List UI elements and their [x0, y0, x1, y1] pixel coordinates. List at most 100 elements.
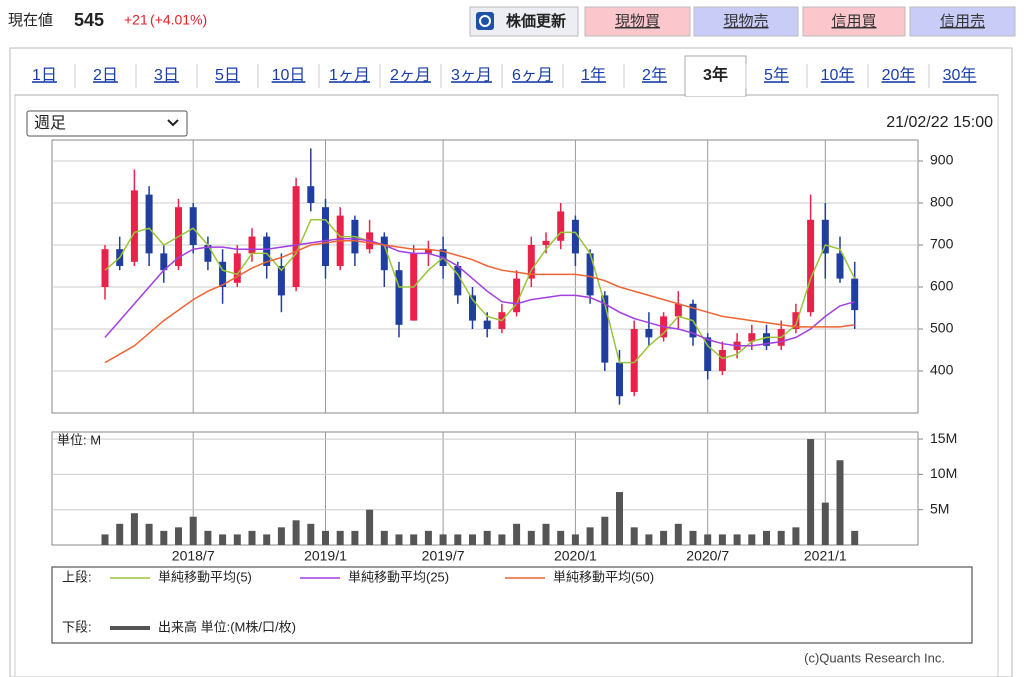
refresh-icon-ring: [479, 15, 491, 27]
volume-bar: [366, 509, 374, 545]
tab[interactable]: 30年: [943, 66, 977, 84]
volume-bar: [763, 530, 770, 545]
candle-body: [586, 253, 594, 296]
tab[interactable]: 10年: [821, 66, 855, 84]
volume-bar: [307, 523, 315, 545]
volume-bar: [718, 534, 726, 545]
tab[interactable]: 1日: [32, 67, 57, 84]
legend-entry: 出来高 単位:(M株/口/枚): [158, 619, 296, 634]
candle-body: [718, 350, 726, 371]
y-tick-label: 800: [930, 194, 954, 210]
button[interactable]: [693, 6, 799, 37]
tab[interactable]: 5年: [764, 66, 789, 84]
button-label[interactable]: 信用買: [831, 13, 876, 30]
legend-entry: 単純移動平均(50): [553, 569, 654, 584]
candle-body: [616, 362, 623, 397]
candle-body: [469, 295, 476, 321]
tab[interactable]: 3ヶ月: [451, 67, 492, 84]
volume-bar: [322, 530, 329, 545]
volume-bar: [424, 530, 432, 545]
button-label[interactable]: 現物買: [615, 13, 660, 30]
price: 545: [74, 10, 104, 30]
volume-bar: [336, 530, 344, 545]
volume-bar: [748, 534, 756, 545]
tab[interactable]: 2年: [642, 66, 667, 84]
volume-bar: [498, 534, 506, 545]
button-label[interactable]: 株価更新: [506, 12, 566, 30]
tab[interactable]: 6ヶ月: [512, 67, 553, 84]
volume-bar: [674, 523, 682, 545]
volume-unit: 単位: M: [57, 432, 101, 447]
copyright: (c)Quants Research Inc.: [804, 650, 945, 665]
candle-body: [748, 333, 756, 342]
volume-bar: [792, 527, 800, 545]
y-tick-label: 10M: [930, 465, 957, 481]
candle-body: [130, 190, 138, 262]
y-tick-label: 400: [930, 362, 954, 378]
candle-body: [277, 266, 285, 296]
volume-bar: [439, 534, 447, 545]
moving-average-line: [104, 219, 856, 364]
tab[interactable]: 2日: [93, 67, 118, 84]
volume-bar: [601, 516, 609, 545]
change-pct: (+4.01%): [150, 12, 207, 28]
volume-bar: [292, 520, 300, 545]
active-tab[interactable]: [684, 55, 747, 97]
tab[interactable]: 3日: [154, 67, 179, 84]
moving-average-line: [104, 240, 855, 364]
tab[interactable]: 3年: [703, 65, 728, 84]
candle-body: [513, 278, 521, 313]
volume-bar: [689, 530, 697, 545]
candle-body: [204, 245, 212, 262]
candle-body: [645, 329, 653, 338]
volume-bar: [527, 530, 535, 545]
volume-bar: [380, 530, 388, 545]
x-tick-label: 2019/7: [422, 548, 465, 564]
y-tick-label: 900: [930, 152, 954, 168]
volume-bar: [395, 534, 403, 545]
volume-bar: [248, 530, 256, 545]
tab[interactable]: 10日: [272, 67, 306, 84]
dropdown[interactable]: [26, 110, 188, 137]
button-label[interactable]: 現物売: [723, 13, 768, 30]
candle-body: [851, 278, 859, 311]
candle-body: [219, 261, 227, 287]
volume-bar: [160, 530, 168, 545]
candle-body: [527, 245, 535, 279]
volume-bar: [616, 492, 623, 545]
candle-body: [763, 333, 770, 346]
button[interactable]: [802, 6, 906, 37]
tab[interactable]: 5日: [215, 67, 240, 84]
candle-body: [292, 186, 300, 287]
tab[interactable]: 1年: [581, 66, 606, 84]
button-label[interactable]: 信用売: [940, 13, 985, 30]
tab[interactable]: 2ヶ月: [390, 67, 431, 84]
y-tick-label: 500: [930, 320, 954, 336]
dropdown-value[interactable]: 週足: [34, 114, 66, 132]
candle-body: [424, 249, 432, 254]
tab[interactable]: 1ヶ月: [329, 67, 370, 84]
volume-bar: [454, 534, 462, 545]
y-tick-label: 600: [930, 278, 954, 294]
candle-body: [101, 249, 109, 287]
x-tick-label: 2020/7: [686, 548, 729, 564]
candle-body: [821, 219, 829, 254]
candle-body: [263, 236, 271, 266]
volume-bar: [483, 530, 491, 545]
legend-label: 下段:: [62, 619, 92, 634]
candle-body: [395, 270, 403, 325]
y-tick-label: 15M: [930, 430, 957, 446]
volume-bar: [777, 530, 785, 545]
volume-bar: [645, 534, 653, 545]
button[interactable]: [584, 6, 691, 37]
volume-bar: [189, 516, 197, 545]
candle-body: [483, 320, 491, 329]
x-tick-label: 2021/1: [804, 548, 847, 564]
button[interactable]: [909, 6, 1016, 37]
volume-bar: [586, 527, 594, 545]
tab[interactable]: 20年: [882, 66, 916, 84]
volume-bar: [836, 460, 844, 545]
volume-bar: [219, 534, 227, 545]
volume-bar: [513, 523, 521, 545]
